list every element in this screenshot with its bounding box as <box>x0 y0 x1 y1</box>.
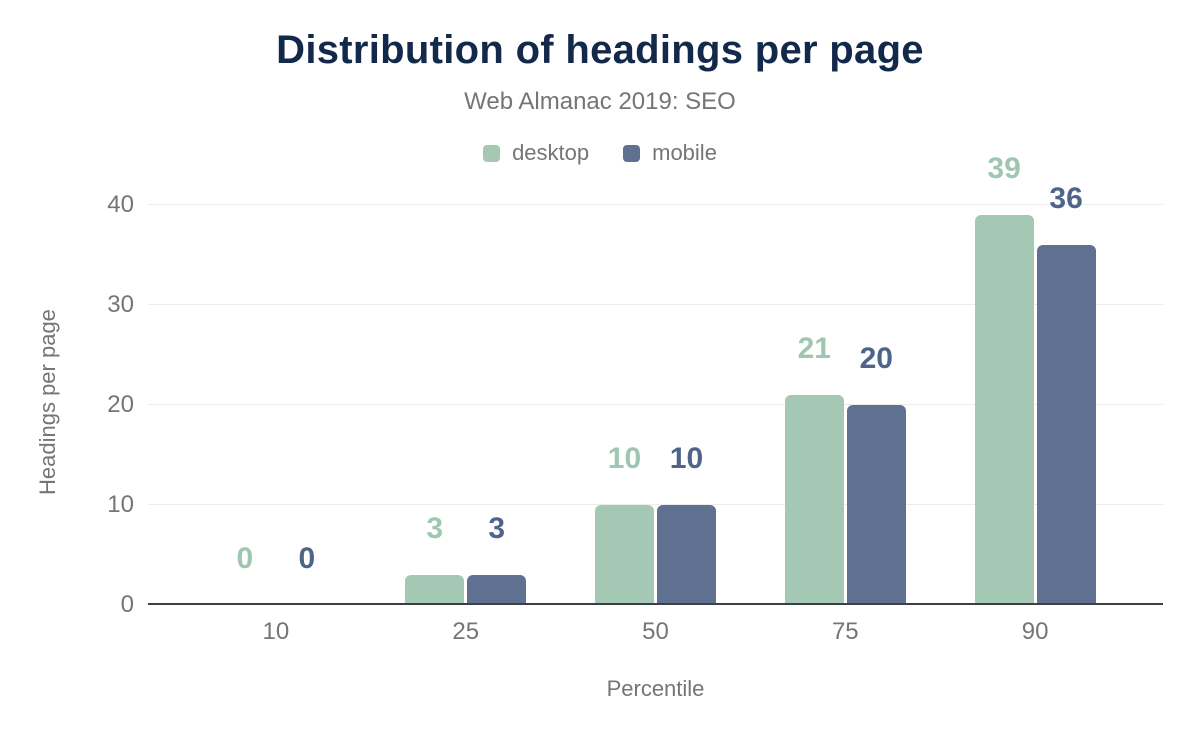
bar-value-desktop-p50: 10 <box>607 442 642 475</box>
chart-title: Distribution of headings per page <box>276 28 924 72</box>
bar-value-desktop-p75: 21 <box>797 332 831 365</box>
plot-area: 0 0 10 3 3 25 10 10 50 21 20 75 39 36 90 0 10 20 30 40 <box>107 152 1163 645</box>
category-group-25: 3 3 25 <box>371 205 561 645</box>
category-group-75: 21 20 75 <box>750 205 940 645</box>
bar-value-mobile-p75: 20 <box>859 342 893 375</box>
y-tick-label-20: 20 <box>107 391 134 418</box>
y-tick-label-30: 30 <box>107 291 134 318</box>
bar-mobile-p75: 20 <box>846 342 906 605</box>
gridline-20 <box>148 404 1163 405</box>
bar-mobile-p50: 10 <box>656 442 716 605</box>
bar-mobile-p25: 3 <box>467 512 527 605</box>
bar-groups: 0 0 10 3 3 25 10 10 50 21 20 75 39 36 90 <box>181 152 1130 645</box>
gridline-40 <box>148 204 1163 205</box>
x-tick-label-50: 50 <box>642 618 669 645</box>
category-group-50: 10 10 50 <box>561 205 751 645</box>
x-tick-label-90: 90 <box>1021 618 1049 645</box>
category-group-90: 39 36 90 <box>940 152 1130 645</box>
legend-item-mobile: mobile <box>623 140 717 166</box>
gridline-10 <box>148 504 1163 505</box>
y-axis-title: Headings per page <box>35 309 60 495</box>
x-axis-line <box>148 603 1163 605</box>
bar-value-desktop-p25: 3 <box>426 512 444 545</box>
x-axis-title: Percentile <box>606 676 705 701</box>
bar-value-desktop-p10: 0 <box>236 542 254 575</box>
legend-swatch-mobile <box>623 144 641 162</box>
legend-label-desktop: desktop <box>512 140 590 165</box>
x-tick-label-25: 25 <box>452 618 480 645</box>
y-tick-label-0: 0 <box>120 591 134 618</box>
bar-value-mobile-p25: 3 <box>488 512 506 545</box>
bar-value-mobile-p10: 0 <box>298 542 316 575</box>
category-group-10: 0 0 10 <box>181 205 371 645</box>
bar-value-desktop-p90: 39 <box>987 152 1021 185</box>
chart-subtitle: Web Almanac 2019: SEO <box>464 88 736 115</box>
bar-value-mobile-p90: 36 <box>1049 182 1083 215</box>
gridline-30 <box>148 304 1163 305</box>
legend-item-desktop: desktop <box>483 140 589 166</box>
legend-swatch-desktop <box>483 144 501 162</box>
y-tick-label-10: 10 <box>107 491 134 518</box>
x-tick-label-10: 10 <box>262 618 290 645</box>
bar-desktop-p90: 39 <box>974 152 1034 605</box>
x-tick-label-75: 75 <box>831 618 859 645</box>
bar-desktop-p75: 21 <box>784 332 844 605</box>
y-tick-label-40: 40 <box>107 191 134 218</box>
bar-desktop-p50: 10 <box>594 442 654 605</box>
bar-value-mobile-p50: 10 <box>669 442 704 475</box>
bar-mobile-p90: 36 <box>1036 182 1096 605</box>
legend: desktop mobile <box>0 140 1200 166</box>
legend-label-mobile: mobile <box>652 140 717 165</box>
bar-desktop-p25: 3 <box>405 512 465 605</box>
